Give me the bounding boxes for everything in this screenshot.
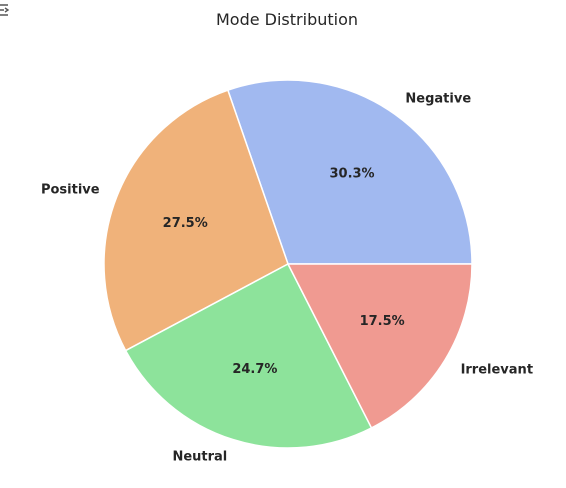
cropped-toolbar-icon[interactable] — [0, 0, 12, 20]
pct-label-positive: 27.5% — [163, 216, 208, 231]
slice-label-positive: Positive — [41, 183, 100, 198]
pie-slice-irrelevant — [286, 263, 473, 429]
pct-label-neutral: 24.7% — [232, 362, 277, 377]
slice-label-negative: Negative — [405, 92, 471, 107]
pct-label-irrelevant: 17.5% — [360, 314, 405, 329]
pie-slice-neutral — [124, 262, 373, 449]
slice-label-irrelevant: Irrelevant — [461, 362, 533, 377]
pie-labels: 30.3% Negative 27.5% Positive 24.7% Neutral 17… — [41, 92, 533, 465]
pct-label-negative: 30.3% — [329, 167, 374, 182]
slice-label-neutral: Neutral — [172, 450, 227, 465]
pie-slices — [103, 79, 473, 449]
pie-slice-negative — [226, 79, 473, 265]
pie-slice-positive — [103, 89, 289, 352]
chart-title: Mode Distribution — [216, 10, 358, 29]
